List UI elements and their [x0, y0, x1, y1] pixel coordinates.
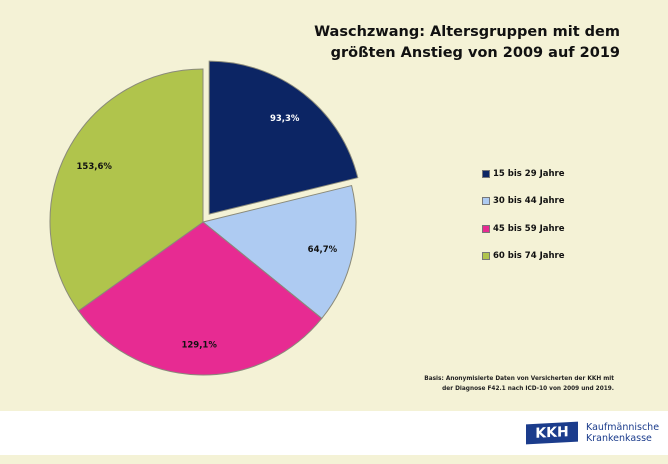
legend-item: 60 bis 74 Jahre — [482, 243, 565, 271]
logo-line-2: Krankenkasse — [586, 433, 652, 444]
note-line-1: Basis: Anonymisierte Daten von Versicher… — [424, 376, 614, 382]
legend-item: 45 bis 59 Jahre — [482, 215, 565, 243]
legend-label: 30 bis 44 Jahre — [493, 196, 565, 207]
legend-item: 15 bis 29 Jahre — [482, 160, 565, 188]
pie-chart: 93,3% 64,7% 129,1% 153,6% — [49, 60, 359, 376]
data-label: 64,7% — [308, 245, 338, 255]
kkh-logo: KKH Kaufmännische Krankenkasse — [526, 421, 659, 445]
source-note: Basis: Anonymisierte Daten von Versicher… — [424, 374, 614, 394]
pie-slice — [201, 184, 357, 320]
legend-label: 60 bis 74 Jahre — [493, 251, 565, 262]
legend-item: 30 bis 44 Jahre — [482, 188, 565, 216]
logo-line-1: Kaufmännische — [586, 422, 660, 433]
pie-slice — [49, 68, 204, 312]
legend-label: 15 bis 29 Jahre — [493, 168, 565, 179]
pie-slice — [77, 221, 323, 376]
pie-slice — [208, 60, 359, 215]
legend-swatch — [482, 169, 490, 178]
title-line-1: Waschzwang: Altersgruppen mit dem — [314, 24, 620, 40]
logo-text: Kaufmännische Krankenkasse — [586, 422, 659, 444]
title-line-2: größten Anstieg von 2009 auf 2019 — [330, 45, 620, 61]
chart-title: Waschzwang: Altersgruppen mit dem größte… — [314, 22, 620, 64]
data-label: 93,3% — [270, 114, 300, 124]
legend-swatch — [482, 197, 490, 206]
legend-swatch — [482, 252, 490, 261]
logo-mark: KKH — [526, 421, 578, 445]
note-line-2: der Diagnose F42.1 nach ICD-10 von 2009 … — [442, 386, 614, 392]
data-label: 153,6% — [76, 162, 112, 172]
legend-swatch — [482, 224, 490, 233]
legend: 15 bis 29 Jahre 30 bis 44 Jahre 45 bis 5… — [482, 160, 565, 270]
data-label: 129,1% — [181, 340, 217, 350]
legend-label: 45 bis 59 Jahre — [493, 223, 565, 234]
